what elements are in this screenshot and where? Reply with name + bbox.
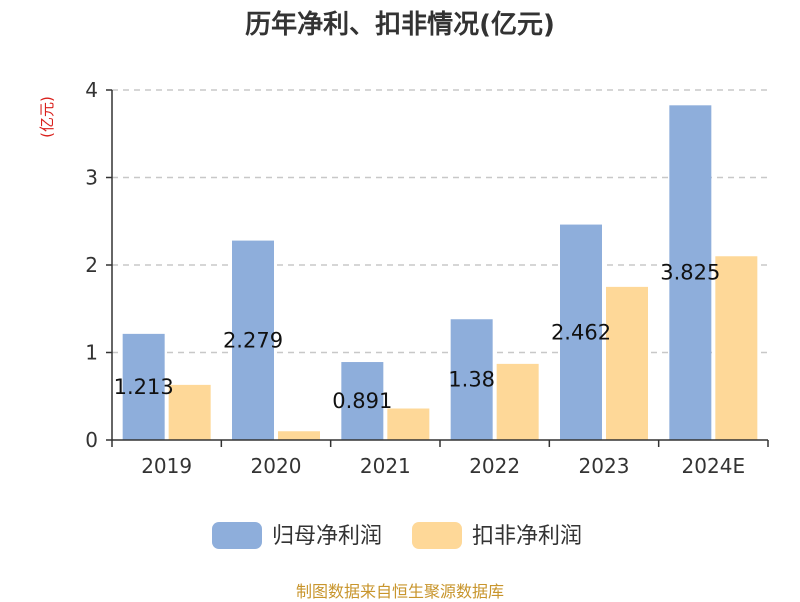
bar-value-label: 1.213 bbox=[114, 375, 174, 399]
legend-swatch bbox=[412, 522, 462, 549]
bar-deducted-net-profit[interactable] bbox=[387, 408, 430, 441]
legend-item[interactable]: 扣非净利润 bbox=[412, 522, 582, 549]
axes: 0 1 2 3 4 2019 2020 2021 2022 2023 2024E bbox=[85, 78, 769, 478]
bar-value-label: 2.462 bbox=[551, 320, 611, 344]
bar-deducted-net-profit[interactable] bbox=[606, 286, 648, 440]
bar-deducted-net-profit[interactable] bbox=[278, 431, 320, 440]
legend[interactable]: 归母净利润 扣非净利润 bbox=[212, 522, 582, 549]
bar-deducted-net-profit[interactable] bbox=[496, 363, 539, 440]
bar-deducted-net-profit[interactable] bbox=[715, 256, 758, 440]
x-tick-label: 2022 bbox=[469, 454, 520, 478]
x-tick-label: 2024E bbox=[682, 454, 746, 478]
bar-net-profit[interactable] bbox=[232, 240, 274, 440]
y-tick-label: 3 bbox=[85, 166, 98, 190]
bar-net-profit[interactable] bbox=[560, 224, 602, 440]
y-tick-label: 2 bbox=[85, 253, 98, 277]
bar-net-profit[interactable] bbox=[341, 362, 384, 440]
x-tick-label: 2020 bbox=[251, 454, 302, 478]
bar-value-label: 3.825 bbox=[660, 261, 720, 285]
bar-net-profit[interactable] bbox=[450, 319, 493, 440]
y-tick-label: 1 bbox=[85, 341, 98, 365]
data-source-note: 制图数据来自恒生聚源数据库 bbox=[295, 582, 504, 601]
legend-item[interactable]: 归母净利润 bbox=[212, 522, 382, 549]
y-tick-label: 4 bbox=[85, 78, 98, 102]
y-axis-label: (亿元) bbox=[38, 96, 56, 138]
bar-value-label: 0.891 bbox=[332, 389, 392, 413]
bar-value-label: 2.279 bbox=[223, 328, 283, 352]
x-tick-label: 2021 bbox=[360, 454, 411, 478]
x-tick-label: 2019 bbox=[141, 454, 192, 478]
x-tick-label: 2023 bbox=[579, 454, 630, 478]
bar-net-profit[interactable] bbox=[669, 105, 712, 440]
chart-title: 历年净利、扣非情况(亿元) bbox=[245, 10, 555, 40]
bar-value-label: 1.38 bbox=[448, 368, 495, 392]
legend-label: 扣非净利润 bbox=[472, 524, 582, 549]
bars bbox=[122, 105, 758, 441]
legend-label: 归母净利润 bbox=[272, 524, 382, 549]
legend-swatch bbox=[212, 522, 262, 549]
bar-deducted-net-profit[interactable] bbox=[168, 384, 211, 440]
bar-net-profit[interactable] bbox=[122, 333, 165, 440]
data-labels: 1.213 2.279 0.891 1.38 2.462 3.825 bbox=[114, 261, 721, 413]
y-tick-label: 0 bbox=[85, 428, 98, 452]
